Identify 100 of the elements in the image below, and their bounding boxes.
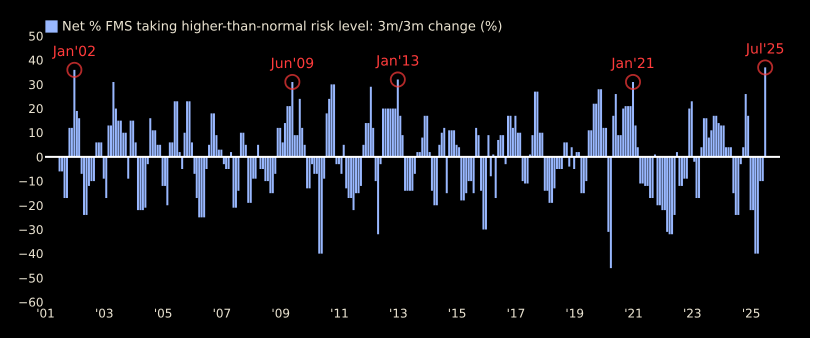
bar	[560, 156, 563, 169]
bar	[313, 156, 316, 174]
bar	[536, 92, 538, 157]
bar	[475, 128, 478, 157]
bar	[666, 156, 668, 232]
bar	[524, 156, 526, 184]
bar	[176, 101, 178, 157]
bar	[510, 116, 512, 157]
bar	[386, 108, 389, 157]
bar	[86, 156, 88, 215]
bar	[698, 156, 700, 198]
x-tick-label: '09	[271, 306, 290, 320]
y-tick-label: 10	[28, 126, 44, 140]
bar	[120, 120, 122, 157]
bar	[411, 156, 414, 191]
bar	[257, 144, 260, 157]
bar	[436, 156, 438, 206]
bar	[526, 156, 529, 184]
bar	[234, 156, 237, 208]
x-tick-label: '01	[36, 306, 55, 320]
bar	[424, 116, 426, 157]
bar	[286, 106, 288, 157]
annotation: Jun'09	[270, 56, 314, 72]
bar	[588, 130, 590, 157]
bar	[159, 144, 162, 157]
x-tick-label: '13	[389, 306, 408, 320]
x-tick-label: '19	[565, 306, 584, 320]
x-tick-label: '23	[682, 306, 702, 320]
bar	[600, 89, 602, 157]
annotation: Jan'13	[375, 54, 420, 70]
bar	[686, 156, 688, 179]
bar	[83, 156, 86, 215]
bar	[639, 156, 642, 184]
bar	[652, 156, 654, 198]
x-tick-label: '21	[624, 306, 643, 320]
bar	[149, 118, 152, 157]
y-tick-label: −60	[18, 296, 44, 310]
bar	[364, 123, 367, 157]
bar	[269, 156, 272, 194]
bar	[330, 84, 333, 157]
bar	[342, 144, 345, 157]
bar	[522, 156, 524, 182]
bar	[712, 116, 715, 157]
bar	[756, 156, 759, 254]
x-tick-label: '05	[154, 306, 172, 320]
bar	[622, 108, 624, 157]
bar	[154, 130, 156, 157]
bar	[722, 125, 725, 157]
bar	[136, 156, 139, 210]
bar	[112, 82, 114, 157]
bar	[514, 116, 516, 157]
bar	[720, 125, 722, 157]
bar	[472, 156, 475, 194]
bar	[254, 156, 257, 179]
bar	[392, 108, 394, 157]
bar	[548, 156, 551, 203]
bar	[668, 156, 671, 234]
annotation: Jul'25	[744, 41, 784, 58]
bar	[507, 116, 510, 157]
bar	[671, 156, 674, 234]
bar	[598, 89, 600, 157]
bar	[644, 156, 646, 186]
bar	[541, 132, 544, 157]
bar	[404, 156, 406, 191]
bar	[426, 116, 428, 157]
bar	[678, 156, 680, 186]
bar	[680, 156, 683, 186]
bar	[490, 156, 492, 176]
bar	[124, 132, 127, 157]
annotation: Jan'02	[52, 44, 96, 60]
bar	[139, 156, 142, 210]
bar	[92, 156, 95, 182]
bar	[566, 142, 568, 157]
bar	[108, 125, 110, 157]
bar	[225, 156, 228, 169]
bar	[649, 156, 652, 198]
bar	[188, 101, 190, 157]
bar	[181, 156, 184, 169]
bar	[58, 156, 61, 172]
bar	[340, 156, 342, 174]
bar	[762, 156, 764, 182]
bar	[500, 135, 502, 157]
y-tick-label: −30	[18, 222, 44, 237]
bar	[384, 108, 386, 157]
bar	[64, 156, 66, 198]
y-tick-label: 40	[28, 54, 44, 68]
bar	[754, 156, 756, 254]
bar	[544, 156, 546, 191]
y-tick-label: −50	[18, 271, 44, 286]
bar	[358, 156, 360, 194]
bar	[382, 108, 384, 157]
bar	[661, 156, 664, 210]
bar	[482, 156, 484, 230]
bar	[396, 80, 399, 157]
bar	[610, 156, 612, 268]
bar	[592, 104, 595, 157]
y-tick-label: 30	[28, 78, 44, 92]
bar	[105, 156, 108, 198]
bar	[130, 120, 132, 157]
bar	[446, 156, 448, 194]
